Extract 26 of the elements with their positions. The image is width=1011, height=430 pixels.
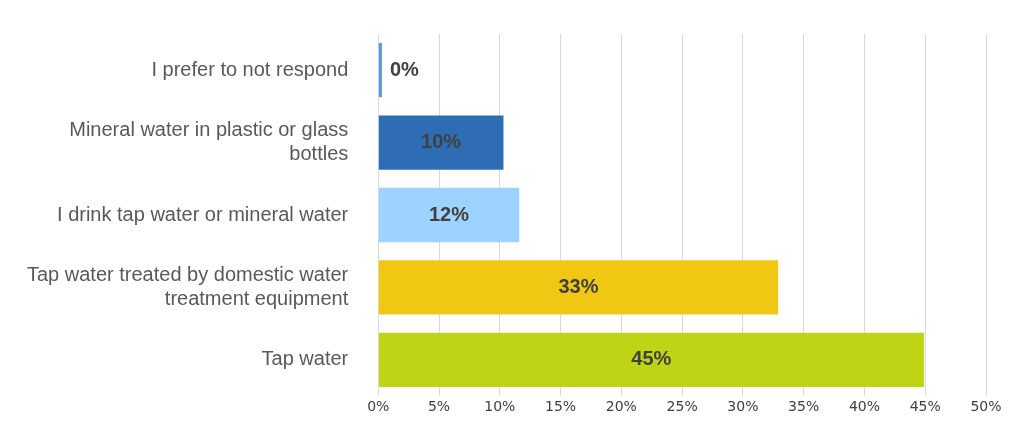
x-tick-label: 5% <box>427 398 451 415</box>
y-tick-label: I prefer to not respond <box>151 57 349 80</box>
y-tick-label: Tap water <box>261 347 349 370</box>
data-label: 45% <box>631 347 672 370</box>
bar <box>378 43 382 98</box>
x-tick-label: 25% <box>666 398 698 415</box>
data-label: 12% <box>428 202 470 225</box>
x-tick-label: 45% <box>909 398 941 415</box>
x-tick-label: 15% <box>545 398 577 415</box>
y-tick-label: I drink tap water or mineral water <box>57 202 349 225</box>
data-label: 0% <box>389 57 420 80</box>
y-tick-label: Mineral water in plastic or glass bottles <box>69 118 349 165</box>
x-tick-label: 20% <box>605 398 637 415</box>
data-label: 33% <box>558 274 599 297</box>
x-tick-label: 30% <box>727 398 759 415</box>
bar <box>378 115 504 170</box>
x-tick-label: 50% <box>970 398 1002 415</box>
x-tick-label: 10% <box>484 398 516 415</box>
data-label: 10% <box>421 130 462 153</box>
x-tick-label: 40% <box>848 398 881 415</box>
bar <box>378 332 925 387</box>
x-tick-label: 35% <box>788 398 820 415</box>
bar <box>378 260 779 315</box>
y-tick-label: Tap water treated by domestic water treatment equipment <box>26 262 349 309</box>
bar <box>378 187 520 243</box>
x-tick-label: 0% <box>367 398 390 415</box>
